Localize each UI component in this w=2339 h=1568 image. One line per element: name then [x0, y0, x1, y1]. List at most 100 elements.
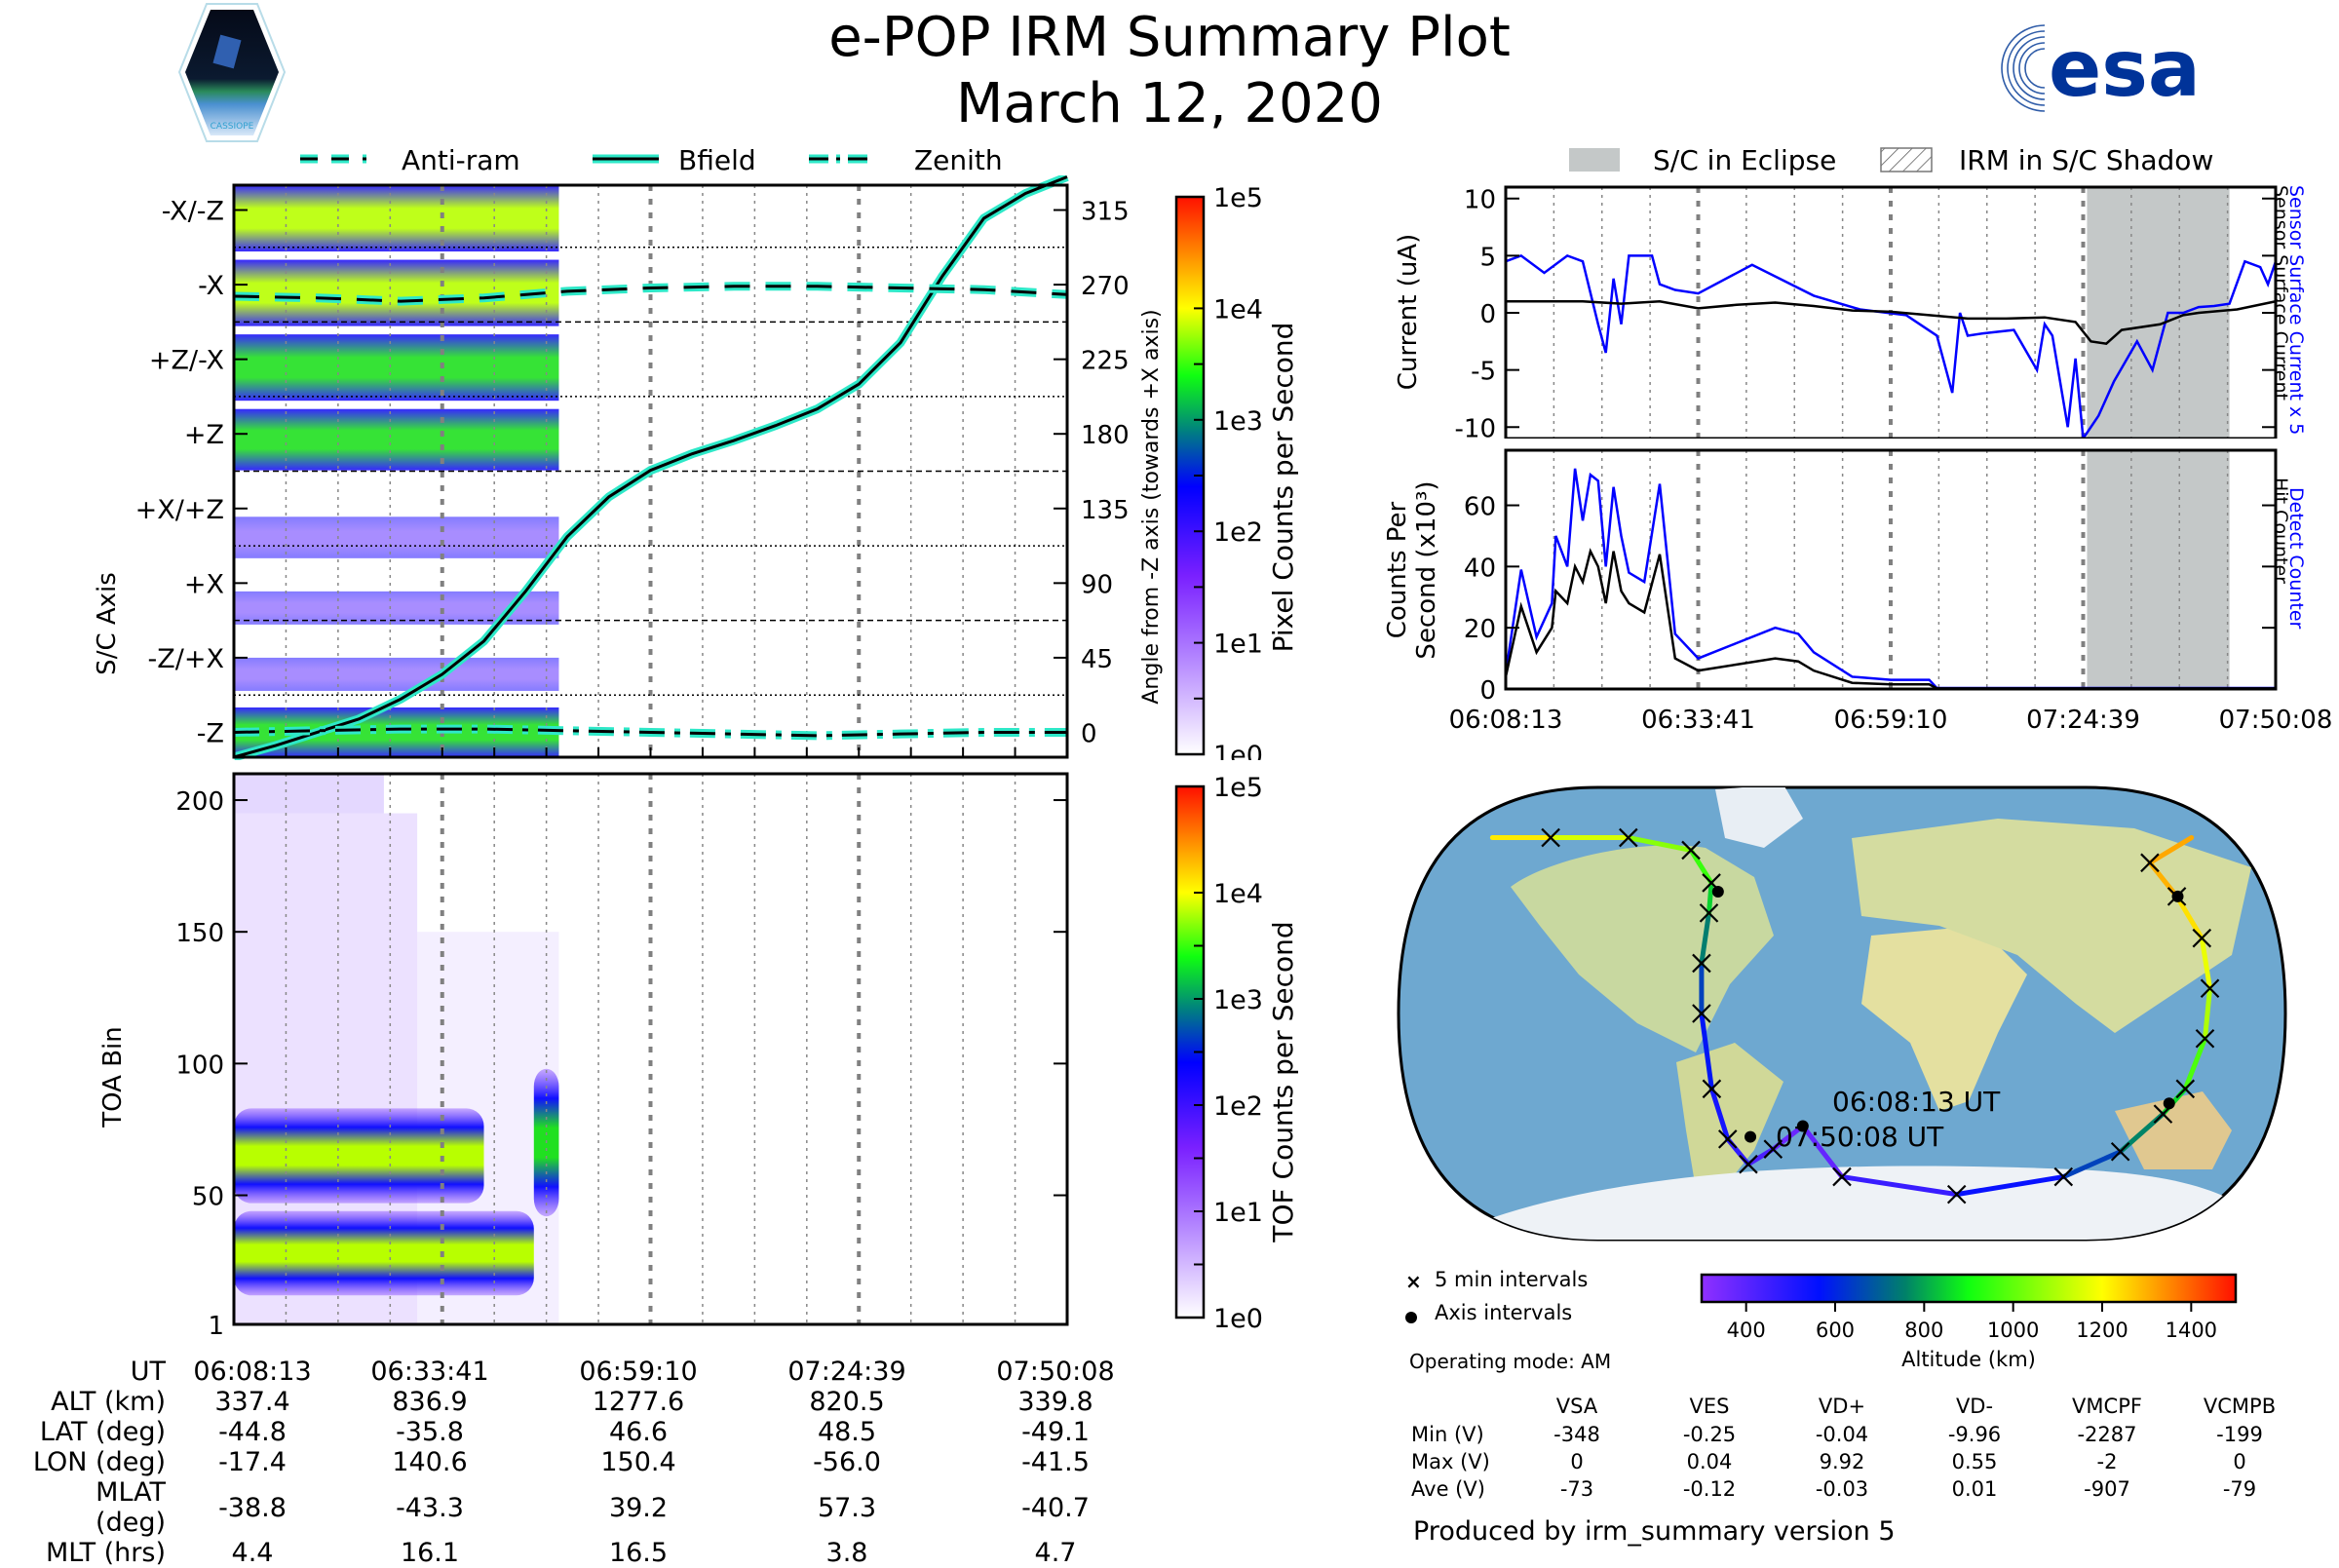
axis-interval-marker	[2164, 1097, 2175, 1109]
orbit-cell: 4.7	[951, 1538, 1160, 1568]
sc-axis-chart: -X/-Z-X+Z/-X+Z+X/+Z+X-Z/+X-Z 31527022518…	[0, 175, 1364, 760]
voltage-cell: -2	[2041, 1448, 2173, 1475]
orbit-cell: 16.1	[326, 1538, 534, 1568]
orbit-cell: 06:33:41	[326, 1357, 534, 1387]
voltage-cell: -79	[2173, 1475, 2306, 1503]
ytick-label: 20	[1464, 615, 1496, 644]
voltage-cell: -73	[1511, 1475, 1643, 1503]
esa-logo-icon: esa	[1984, 18, 2267, 115]
voltage-header: VMCPF	[2041, 1392, 2173, 1421]
orbit-row-label: UT	[19, 1357, 179, 1387]
eclipse-region	[2087, 450, 2229, 689]
counts-ylabel-1: Counts Per	[1383, 501, 1412, 638]
map-label-start: 06:08:13 UT	[1832, 1086, 2001, 1118]
orbit-row-label: ALT (km)	[19, 1387, 179, 1417]
orbit-cell: 140.6	[326, 1447, 534, 1477]
xtick-label: 07:50:08	[2219, 706, 2333, 735]
intensity-band	[234, 185, 558, 251]
orbit-row-label: MLT (hrs)	[19, 1538, 179, 1568]
voltage-cell: 0.04	[1643, 1448, 1776, 1475]
orbit-cell: 46.6	[534, 1417, 743, 1447]
altitude-tick-label: 800	[1904, 1319, 1943, 1342]
voltage-cell: -9.96	[1908, 1421, 2041, 1448]
right-ytick-label: 135	[1081, 496, 1130, 525]
ytick-label: 1	[208, 1312, 224, 1341]
voltage-cell: 0	[1511, 1448, 1643, 1475]
voltage-cell: -0.03	[1776, 1475, 1908, 1503]
intensity-band	[234, 409, 558, 471]
ytick-label: 60	[1464, 493, 1496, 522]
legend-antiram-label: Anti-ram	[402, 144, 520, 176]
counts-ylabel-2: Second (x10³)	[1412, 480, 1441, 659]
orbit-cell: 48.5	[743, 1417, 951, 1447]
right-ytick-label: 180	[1081, 421, 1130, 450]
altitude-tick-label: 1000	[1987, 1319, 2039, 1342]
esa-logo-text: esa	[2049, 23, 2201, 114]
right-ytick-label: 225	[1081, 347, 1130, 376]
tof-colorbar-tick-label: 1e1	[1213, 1198, 1263, 1228]
orbit-cell: 06:59:10	[534, 1357, 743, 1387]
ytick-label: -5	[1471, 358, 1496, 387]
tof-colorbar-tick-label: 1e0	[1213, 1304, 1263, 1334]
map-label-end: 07:50:08 UT	[1776, 1121, 1944, 1153]
ytick-label: +X	[184, 569, 224, 599]
axis-interval-marker	[1712, 886, 1724, 898]
orbit-cell: -17.4	[179, 1447, 326, 1477]
ytick-label: -X	[198, 271, 224, 301]
legend-top-right: S/C in Eclipse IRM in S/C Shadow	[1559, 142, 2242, 177]
voltage-cell: -0.25	[1643, 1421, 1776, 1448]
voltage-header: VES	[1643, 1392, 1776, 1421]
voltage-row: Min (V)-348-0.25-0.04-9.96-2287-199	[1411, 1421, 2306, 1448]
pixel-colorbar-tick-label: 1e2	[1213, 517, 1263, 548]
legend-bfield-label: Bfield	[678, 144, 756, 176]
right-ytick-label: 45	[1081, 645, 1113, 674]
orbit-cell: 337.4	[179, 1387, 326, 1417]
voltage-header	[1411, 1392, 1511, 1421]
map-legend: × 5 min intervals Axis intervals Operati…	[1394, 1257, 2271, 1374]
voltage-cell: -907	[2041, 1475, 2173, 1503]
orbit-cell: 1277.6	[534, 1387, 743, 1417]
ytick-label: 0	[1479, 300, 1496, 329]
ytick-label: 150	[175, 919, 224, 948]
ytick-label: 0	[1479, 676, 1496, 706]
current-right-label-black: Sensor Surface Current	[2270, 185, 2291, 401]
orbit-cell: -41.5	[951, 1447, 1160, 1477]
esa-logo: esa	[1984, 18, 2267, 115]
right-ytick-label: 315	[1081, 198, 1130, 227]
ytick-label: 50	[192, 1183, 224, 1212]
pixel-colorbar-tick-label: 1e4	[1213, 294, 1263, 325]
pixel-colorbar-tick-label: 1e5	[1213, 183, 1263, 213]
intensity-band	[234, 516, 558, 558]
orbit-cell: -43.3	[326, 1477, 534, 1538]
right-ytick-label: 90	[1081, 570, 1113, 599]
voltage-cell: -348	[1511, 1421, 1643, 1448]
ytick-label: 5	[1479, 243, 1496, 272]
cassiope-logo: CASSIOPE	[177, 2, 287, 143]
voltage-cell: -0.04	[1776, 1421, 1908, 1448]
orbit-cell: -49.1	[951, 1417, 1160, 1447]
orbit-cell: 07:50:08	[951, 1357, 1160, 1387]
legend-top-left: Anti-ram Bfield Zenith	[292, 142, 1033, 177]
orbit-cell: -56.0	[743, 1447, 951, 1477]
counts-right-label-black: Hit Counter	[2270, 478, 2291, 584]
altitude-tick-label: 1200	[2076, 1319, 2128, 1342]
xtick-label: 07:24:39	[2026, 706, 2140, 735]
voltage-row-label: Ave (V)	[1411, 1475, 1511, 1503]
legend-shadow-label: IRM in S/C Shadow	[1959, 144, 2213, 176]
ytick-label: +Z	[184, 420, 224, 450]
legend-5min-label: 5 min intervals	[1435, 1268, 1588, 1291]
orbit-cell: -44.8	[179, 1417, 326, 1447]
orbit-cell: 39.2	[534, 1477, 743, 1538]
orbit-cell: -38.8	[179, 1477, 326, 1538]
